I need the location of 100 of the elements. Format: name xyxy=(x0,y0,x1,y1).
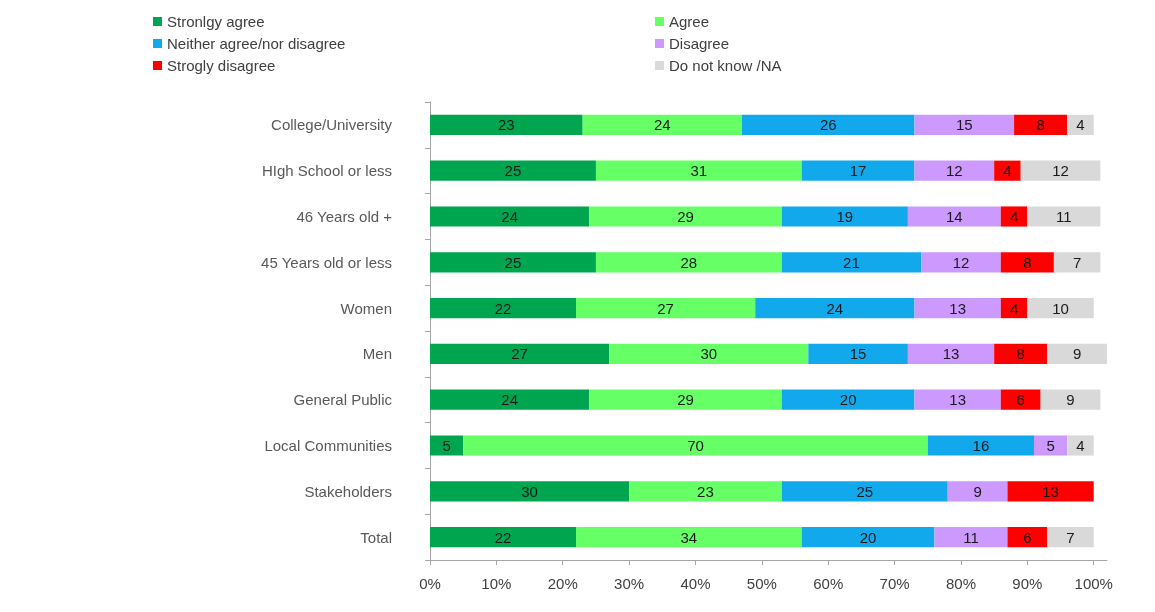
data-label: 5 xyxy=(1046,437,1055,454)
data-label: 25 xyxy=(504,162,522,180)
data-label: 34 xyxy=(680,528,698,546)
data-label: 29 xyxy=(677,391,694,409)
y-tick-label: Women xyxy=(340,299,392,317)
data-label: 26 xyxy=(819,116,837,134)
y-tick-label: College/University xyxy=(271,116,393,134)
bar xyxy=(907,206,1001,227)
data-label: 17 xyxy=(849,162,867,180)
data-label: 27 xyxy=(511,345,528,363)
x-tick-label: 60% xyxy=(813,575,844,592)
bar xyxy=(1007,527,1048,548)
data-label: 4 xyxy=(1076,116,1085,134)
x-tick-label: 80% xyxy=(945,575,976,592)
bar xyxy=(801,527,935,548)
data-label: 12 xyxy=(952,253,970,271)
bar xyxy=(914,298,1001,319)
data-label: 13 xyxy=(1042,482,1059,500)
bar xyxy=(430,343,610,364)
data-label: 11 xyxy=(1056,208,1072,225)
data-label: 22 xyxy=(494,299,512,317)
data-label: 15 xyxy=(849,345,867,363)
bar xyxy=(781,252,922,273)
bar xyxy=(994,343,1048,364)
data-label: 4 xyxy=(1003,162,1012,180)
bar xyxy=(629,481,782,502)
data-label: 23 xyxy=(697,482,714,500)
x-tick-label: 10% xyxy=(481,575,512,592)
bar xyxy=(430,160,596,181)
data-label: 15 xyxy=(955,116,973,134)
legend-label: Stronlgy agree xyxy=(167,13,265,30)
data-label: 9 xyxy=(973,482,982,500)
bar xyxy=(994,160,1021,181)
bar xyxy=(430,389,590,410)
data-label: 4 xyxy=(1076,437,1085,454)
bar xyxy=(781,389,915,410)
x-tick-label: 90% xyxy=(1012,575,1043,592)
bar xyxy=(927,435,1034,456)
bar xyxy=(781,481,948,502)
data-label: 8 xyxy=(1036,116,1045,134)
bar xyxy=(1040,389,1101,410)
bar xyxy=(934,527,1008,548)
x-tick-label: 40% xyxy=(680,575,711,592)
bar xyxy=(1027,298,1094,319)
bar xyxy=(1000,252,1054,273)
data-label: 28 xyxy=(680,253,698,271)
data-label: 19 xyxy=(836,208,854,225)
data-label: 12 xyxy=(1052,162,1069,180)
bar xyxy=(1067,435,1094,456)
data-label: 4 xyxy=(1009,299,1019,317)
bar xyxy=(914,114,1015,135)
data-label: 14 xyxy=(946,208,963,225)
bar xyxy=(595,252,782,273)
data-label: 11 xyxy=(963,528,979,546)
data-label: 16 xyxy=(972,437,990,454)
bar xyxy=(430,114,583,135)
legend-label: Neither agree/nor disagree xyxy=(167,35,346,52)
bar xyxy=(801,160,915,181)
bar xyxy=(921,252,1001,273)
bar xyxy=(1007,481,1094,502)
bar xyxy=(1020,160,1101,181)
y-tick-label: 45 Years old or less xyxy=(261,253,392,271)
data-label: 24 xyxy=(501,391,518,409)
data-label: 5 xyxy=(442,437,451,454)
bar xyxy=(430,435,464,456)
bar xyxy=(576,298,756,319)
data-label: 70 xyxy=(687,437,704,454)
x-tick-label: 50% xyxy=(746,575,777,592)
data-label: 8 xyxy=(1016,345,1025,363)
data-label: 13 xyxy=(949,391,967,409)
bar xyxy=(1033,435,1068,456)
data-label: 31 xyxy=(690,162,708,180)
data-label: 30 xyxy=(700,345,718,363)
x-tick-label: 0% xyxy=(419,575,441,592)
bar xyxy=(907,343,995,364)
data-label: 4 xyxy=(1009,208,1019,225)
x-tick-label: 100% xyxy=(1074,575,1113,592)
bar xyxy=(1067,114,1094,135)
data-label: 25 xyxy=(504,253,522,271)
x-tick-label: 20% xyxy=(547,575,578,592)
bar xyxy=(1047,343,1107,364)
legend-label: Strogly disagree xyxy=(167,57,276,74)
data-label: 9 xyxy=(1066,391,1075,409)
y-tick-label: General Public xyxy=(293,391,393,409)
bar xyxy=(741,114,915,135)
data-label: 20 xyxy=(839,391,857,409)
bar xyxy=(582,114,742,135)
data-label: 23 xyxy=(497,116,515,134)
bar xyxy=(430,252,596,273)
bar xyxy=(1027,206,1101,227)
data-label: 30 xyxy=(521,482,538,500)
data-label: 13 xyxy=(949,299,967,317)
bar xyxy=(1000,206,1028,227)
bar xyxy=(914,389,1001,410)
y-tick-label: 46 Years old + xyxy=(296,208,393,225)
bar xyxy=(430,481,630,502)
bar xyxy=(755,298,915,319)
legend-label: Disagree xyxy=(669,35,730,52)
bar xyxy=(1047,527,1094,548)
bar xyxy=(1014,114,1068,135)
